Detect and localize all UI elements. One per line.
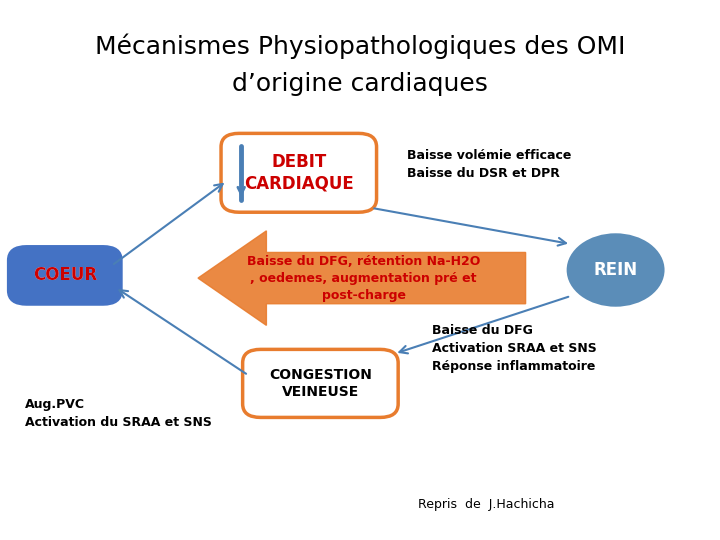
Polygon shape [198,231,526,325]
Text: COEUR: COEUR [32,266,97,285]
Text: Mécanismes Physiopathologiques des OMI: Mécanismes Physiopathologiques des OMI [95,33,625,59]
Text: CONGESTION
VEINEUSE: CONGESTION VEINEUSE [269,368,372,399]
Text: Baisse du DFG
Activation SRAA et SNS
Réponse inflammatoire: Baisse du DFG Activation SRAA et SNS Rép… [432,324,597,373]
Text: Repris  de  J.Hachicha: Repris de J.Hachicha [418,498,554,511]
Text: DEBIT
CARDIAQUE: DEBIT CARDIAQUE [244,153,354,192]
Text: Baisse volémie efficace
Baisse du DSR et DPR: Baisse volémie efficace Baisse du DSR et… [407,149,571,180]
Text: Aug.PVC
Activation du SRAA et SNS: Aug.PVC Activation du SRAA et SNS [25,397,212,429]
Circle shape [567,233,665,307]
Text: d’origine cardiaques: d’origine cardiaques [232,72,488,96]
Text: REIN: REIN [593,261,638,279]
FancyBboxPatch shape [9,247,121,304]
Text: COEUR: COEUR [32,266,97,285]
FancyBboxPatch shape [243,349,398,417]
Text: Baisse du DFG, rétention Na-H2O
, oedemes, augmentation pré et
post-charge: Baisse du DFG, rétention Na-H2O , oedeme… [247,254,480,302]
FancyBboxPatch shape [221,133,377,212]
